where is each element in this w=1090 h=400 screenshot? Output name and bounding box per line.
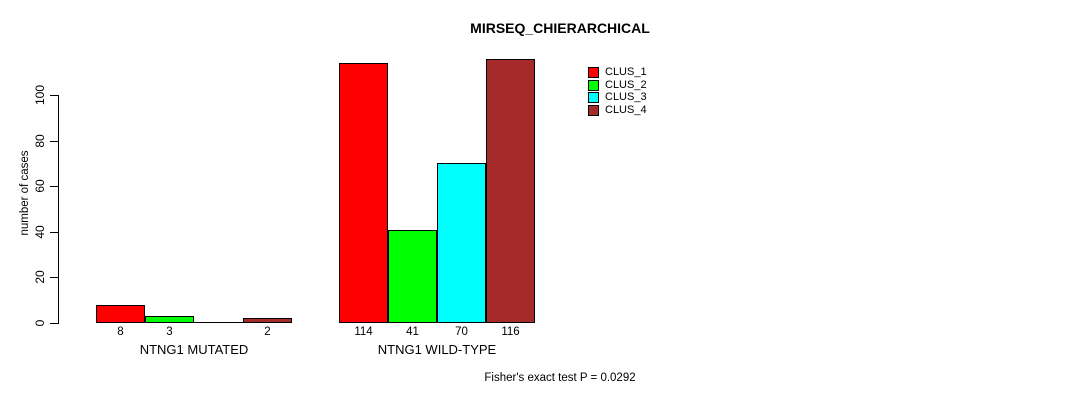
y-axis-line: [58, 95, 59, 324]
bar: [96, 305, 145, 323]
bar: [145, 316, 194, 323]
fisher-test-annotation: Fisher's exact test P = 0.0292: [484, 372, 636, 384]
bar-value-label: 41: [406, 326, 419, 338]
y-tick-label: 60: [33, 179, 47, 193]
group-axis-label: NTNG1 WILD-TYPE: [377, 342, 497, 357]
group-axis-label: NTNG1 MUTATED: [139, 342, 249, 357]
legend-label: CLUS_4: [605, 103, 647, 116]
legend-swatch: [588, 79, 599, 91]
y-tick-mark: [50, 95, 58, 96]
bar-value-label: 116: [501, 326, 520, 338]
bar-value-label: 114: [354, 326, 373, 338]
legend-label: CLUS_1: [605, 66, 647, 78]
y-axis-label: number of cases: [19, 150, 31, 236]
bar-value-label: 8: [117, 326, 124, 338]
y-tick-mark: [50, 186, 58, 187]
y-tick-label: 100: [33, 84, 47, 106]
y-tick-mark: [50, 141, 58, 142]
legend-swatch: [588, 67, 599, 78]
y-tick-mark: [50, 232, 58, 233]
bar-value-label: 70: [455, 326, 468, 338]
chart-title: MIRSEQ_CHIERARCHICAL: [470, 20, 650, 36]
legend-swatch: [588, 104, 599, 116]
bar: [339, 63, 388, 323]
bar-value-label: 3: [166, 326, 173, 338]
bar: [243, 318, 292, 323]
legend-label: CLUS_2: [605, 78, 647, 91]
y-tick-label: 40: [33, 225, 47, 239]
bar-value-label: 2: [264, 326, 271, 338]
bar: [388, 230, 437, 323]
bar: [437, 163, 486, 323]
bar: [194, 322, 243, 323]
legend-swatch: [588, 92, 599, 103]
y-tick-label: 20: [33, 270, 47, 284]
y-tick-mark: [50, 323, 58, 324]
bar: [486, 59, 535, 323]
y-tick-label: 0: [33, 319, 47, 327]
legend-label: CLUS_3: [605, 91, 647, 103]
y-tick-label: 80: [33, 134, 47, 148]
y-tick-mark: [50, 277, 58, 278]
